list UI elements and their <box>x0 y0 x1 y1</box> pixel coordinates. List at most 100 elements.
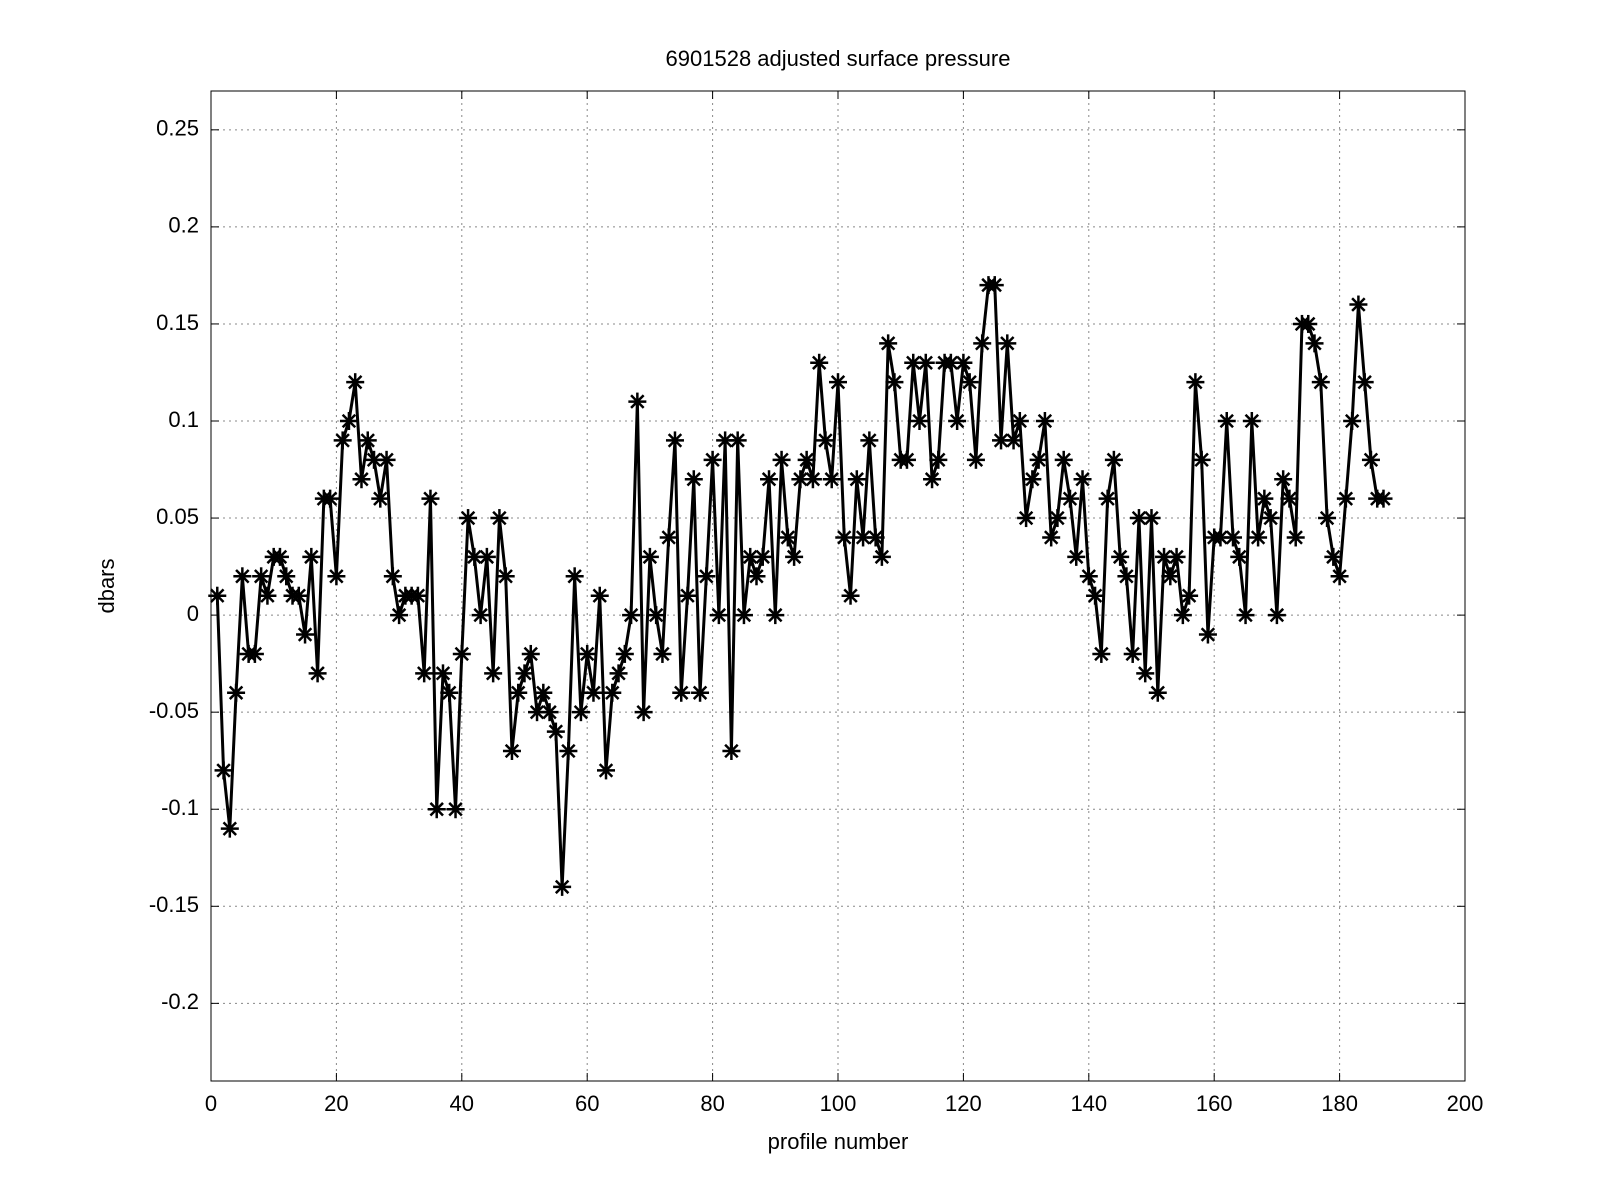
marker-stroke <box>335 433 350 448</box>
data-point <box>691 683 710 702</box>
data-point <box>1123 644 1142 663</box>
data-point <box>1048 509 1067 528</box>
data-point <box>866 528 885 547</box>
marker-stroke <box>623 607 639 623</box>
marker-stroke <box>780 530 796 545</box>
data-point <box>797 450 816 469</box>
marker-stroke <box>235 569 250 584</box>
marker-stroke <box>1257 491 1272 506</box>
marker-stroke <box>755 549 770 565</box>
marker-stroke <box>1250 530 1266 545</box>
marker-stroke <box>1169 549 1184 565</box>
marker-stroke <box>724 743 739 759</box>
data-point <box>1324 547 1343 566</box>
data-point <box>1286 528 1305 547</box>
data-point <box>584 683 603 702</box>
y-tick-label: -0.1 <box>161 795 199 820</box>
data-point <box>734 606 753 625</box>
x-tick-label: 160 <box>1196 1091 1233 1116</box>
data-point <box>371 489 390 508</box>
data-point <box>647 606 666 625</box>
marker-stroke <box>730 433 745 448</box>
data-point <box>966 450 985 469</box>
y-axis-label: dbars <box>94 558 119 613</box>
marker-stroke <box>962 374 977 390</box>
data-point <box>766 606 785 625</box>
data-point <box>1173 606 1192 625</box>
data-point <box>960 373 979 392</box>
marker-stroke <box>373 491 388 506</box>
marker-stroke <box>222 821 237 836</box>
marker-stroke <box>529 704 545 720</box>
marker-stroke <box>655 646 670 662</box>
data-point <box>653 644 672 663</box>
marker-stroke <box>837 530 852 545</box>
data-point <box>227 683 246 702</box>
marker-stroke <box>247 646 263 662</box>
data-point <box>302 547 321 566</box>
data-point <box>1073 470 1092 489</box>
marker-stroke <box>1138 666 1153 681</box>
marker-stroke <box>680 588 695 603</box>
data-point <box>546 722 565 741</box>
marker-stroke <box>260 588 275 603</box>
marker-stroke <box>210 588 225 603</box>
data-point <box>578 644 597 663</box>
data-point <box>433 664 452 683</box>
data-point <box>540 703 559 722</box>
marker-stroke <box>686 472 701 487</box>
data-point <box>515 664 534 683</box>
data-point <box>1242 412 1261 430</box>
marker-stroke <box>592 588 607 603</box>
data-point <box>1236 606 1255 625</box>
x-tick-label: 140 <box>1070 1091 1107 1116</box>
marker-stroke <box>774 452 789 468</box>
marker-stroke <box>1062 491 1078 506</box>
data-point <box>741 547 760 566</box>
marker-stroke <box>987 277 1002 293</box>
data-point <box>998 334 1017 353</box>
marker-stroke <box>385 569 401 584</box>
marker-stroke <box>1313 374 1328 390</box>
plot-frame <box>210 90 1466 1082</box>
marker-stroke <box>1338 491 1354 506</box>
marker-stroke <box>1288 530 1303 545</box>
marker-stroke <box>1332 569 1347 584</box>
data-point <box>603 683 622 702</box>
x-tick-label: 20 <box>324 1091 348 1116</box>
marker-stroke <box>1225 530 1241 545</box>
data-point <box>1161 567 1180 586</box>
data-point <box>452 644 471 663</box>
marker-stroke <box>304 549 319 565</box>
data-point <box>465 547 484 566</box>
marker-stroke <box>887 374 902 390</box>
marker-stroke <box>1125 646 1140 662</box>
marker-stroke <box>586 685 601 700</box>
marker-stroke <box>1106 452 1122 468</box>
marker-stroke <box>310 666 325 681</box>
data-point <box>1361 450 1380 469</box>
data-point <box>615 644 634 663</box>
marker-stroke <box>824 472 839 487</box>
data-point <box>1318 509 1337 528</box>
marker-stroke <box>492 510 507 526</box>
data-point <box>339 412 358 430</box>
data-point <box>1274 470 1293 489</box>
data-point <box>1035 412 1054 430</box>
data-point <box>1267 606 1286 625</box>
data-point <box>1311 373 1330 392</box>
marker-stroke <box>1326 549 1341 565</box>
marker-stroke <box>548 724 564 739</box>
marker-stroke <box>1244 413 1260 429</box>
data-point <box>1042 528 1061 547</box>
x-axis-label: profile number <box>768 1129 909 1154</box>
marker-stroke <box>517 666 532 681</box>
marker-stroke <box>410 588 426 603</box>
marker-stroke <box>391 607 407 623</box>
marker-stroke <box>880 336 896 351</box>
marker-stroke <box>830 374 846 390</box>
y-tick-label: 0.05 <box>156 504 199 529</box>
marker-stroke <box>661 530 676 545</box>
data-point <box>722 742 741 760</box>
data-point <box>1136 664 1155 683</box>
